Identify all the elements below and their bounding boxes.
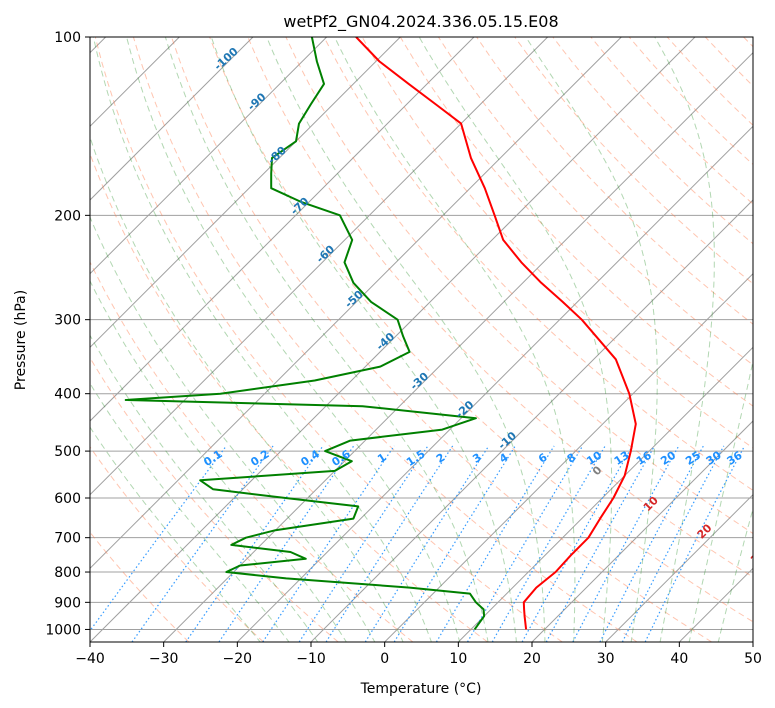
x-tick-label: −40	[75, 651, 105, 667]
dry-adiabat-line	[285, 37, 753, 535]
dry-adiabat-line	[90, 446, 264, 642]
isotherm-line	[457, 346, 753, 642]
x-axis-title: Temperature (°C)	[360, 681, 482, 697]
mixing-ratio-line	[131, 445, 274, 642]
mixing-ratio-line	[521, 445, 634, 642]
moist-adiabat-line	[688, 358, 753, 642]
isotherm-line	[384, 272, 753, 642]
chart-title: wetPf2_GN04.2024.336.05.15.E08	[283, 12, 558, 32]
profile-lines	[124, 37, 637, 630]
dry-adiabat-line	[476, 37, 753, 325]
dry-adiabat-line	[514, 37, 753, 285]
x-tick-label: 10	[449, 651, 467, 667]
x-tick-label: −30	[149, 651, 179, 667]
dry-adiabat-line	[90, 356, 339, 642]
isotherm-line	[236, 125, 753, 642]
moist-adiabat-line	[717, 506, 753, 642]
y-tick-label: 900	[54, 595, 81, 611]
dry-adiabat-line	[247, 37, 753, 578]
y-tick-label: 300	[54, 313, 81, 329]
x-axis: −40 −30 −20 −10 0 10 20 30 40 50	[75, 642, 762, 667]
mixing-ratio-line	[545, 445, 656, 642]
isotherm-line	[90, 37, 696, 642]
x-tick-label: 20	[523, 651, 541, 667]
moist-adiabat-line	[334, 37, 576, 642]
mixing-ratio-line	[298, 445, 429, 642]
moist-adiabat-line	[90, 135, 404, 642]
y-tick-label: 800	[54, 565, 81, 581]
mixing-ratio-line	[393, 445, 516, 642]
x-tick-label: 50	[744, 651, 762, 667]
moist-adiabat-line	[92, 37, 432, 642]
moist-adiabat-line	[126, 37, 461, 642]
mixing-ratio-line	[621, 445, 725, 642]
isotherm-line	[90, 37, 475, 422]
plot-frame	[89, 36, 754, 643]
y-tick-label: 500	[54, 444, 81, 460]
dry-adiabat-line	[209, 37, 753, 623]
y-axis-title: Pressure (hPa)	[13, 290, 29, 390]
isotherm-line	[90, 37, 254, 201]
x-tick-label: 0	[380, 651, 389, 667]
mixing-ratio-line	[466, 445, 584, 642]
isotherm-line	[90, 37, 328, 275]
y-axis: 100 200 300 400 500 600 700 800 900 1000	[45, 30, 90, 638]
isotherm-line	[531, 420, 753, 642]
x-tick-label: 30	[597, 651, 615, 667]
isotherm-line	[310, 199, 753, 642]
moist-adiabat-line	[90, 426, 261, 642]
moist-adiabat-line	[90, 382, 290, 642]
dry-adiabat-line	[171, 37, 712, 642]
x-tick-label: −20	[223, 651, 253, 667]
grid-lines	[90, 37, 753, 642]
moist-adiabat-line	[418, 37, 613, 642]
dry-adiabat-line	[94, 37, 563, 642]
isotherm-line	[163, 51, 753, 642]
isotherm-line	[90, 37, 549, 496]
moist-adiabat-label: 30	[748, 546, 768, 566]
y-tick-label: 400	[54, 387, 81, 403]
moist-adiabat-line	[90, 334, 319, 642]
dry-adiabat-line	[323, 37, 753, 491]
mixing-ratio-line	[435, 445, 555, 642]
temperature-profile-line	[355, 37, 637, 630]
mixing-ratio-line	[325, 445, 454, 642]
moist-adiabat-line	[164, 37, 489, 642]
isotherm-line	[752, 641, 753, 642]
isotherm-line	[90, 37, 401, 349]
plot-background	[90, 37, 753, 642]
y-tick-label: 700	[54, 531, 81, 547]
plot-area	[90, 37, 753, 642]
moist-adiabat-line	[90, 215, 376, 642]
isotherm-line	[90, 37, 622, 570]
moist-adiabat-line	[266, 37, 546, 642]
isotherm-line	[605, 493, 753, 642]
y-tick-label: 200	[54, 208, 81, 224]
dry-adiabat-line	[132, 37, 638, 642]
mixing-ratio-line	[644, 445, 746, 642]
moist-adiabat-line	[210, 37, 518, 642]
x-tick-label: 40	[670, 651, 688, 667]
y-tick-label: 600	[54, 491, 81, 507]
mixing-ratio-line	[185, 445, 324, 642]
y-tick-label: 100	[54, 30, 81, 46]
dewpoint-profile-line	[124, 37, 486, 630]
mixing-ratio-line	[262, 445, 395, 642]
dry-adiabat-line	[90, 260, 414, 642]
moist-adiabat-line	[525, 37, 658, 642]
moist-adiabat-line	[654, 37, 715, 642]
x-tick-label: −10	[296, 651, 326, 667]
y-tick-label: 1000	[45, 622, 81, 638]
mixing-ratio-line	[364, 445, 490, 642]
